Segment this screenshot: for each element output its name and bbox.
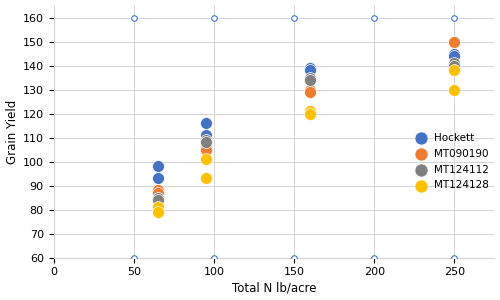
Hockett	[202, 133, 210, 138]
Hockett	[306, 66, 314, 70]
MT124112	[450, 63, 458, 68]
MT124128	[202, 157, 210, 162]
X-axis label: Total N lb/acre: Total N lb/acre	[232, 281, 316, 294]
MT124112	[202, 138, 210, 142]
MT090190	[154, 190, 162, 195]
Hockett	[154, 164, 162, 169]
MT090190	[154, 188, 162, 193]
MT124128	[306, 111, 314, 116]
MT124112	[306, 75, 314, 80]
MT090190	[202, 147, 210, 152]
Hockett	[450, 51, 458, 56]
MT090190	[306, 90, 314, 94]
Legend: Hockett, MT090190, MT124112, MT124128: Hockett, MT090190, MT124112, MT124128	[410, 133, 489, 190]
MT090190	[450, 39, 458, 44]
Hockett	[202, 121, 210, 126]
Hockett	[306, 68, 314, 73]
MT124112	[154, 198, 162, 203]
Hockett	[154, 176, 162, 181]
MT124112	[306, 78, 314, 82]
MT124128	[306, 109, 314, 114]
MT124128	[154, 205, 162, 210]
MT090190	[202, 145, 210, 150]
MT090190	[450, 39, 458, 44]
MT090190	[306, 87, 314, 92]
Y-axis label: Grain Yield: Grain Yield	[6, 99, 18, 164]
MT124112	[450, 61, 458, 66]
MT124128	[202, 176, 210, 181]
MT124112	[154, 195, 162, 200]
MT124128	[450, 68, 458, 73]
Hockett	[450, 54, 458, 58]
MT124128	[154, 210, 162, 214]
MT124112	[202, 140, 210, 145]
MT124128	[450, 87, 458, 92]
